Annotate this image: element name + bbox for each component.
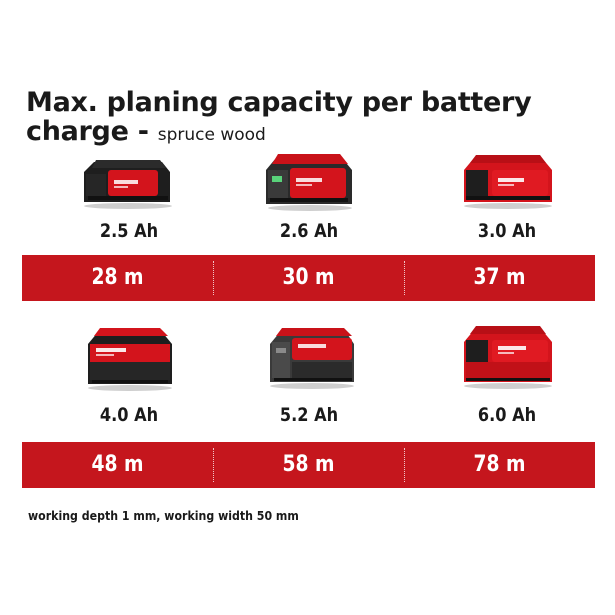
band-divider xyxy=(404,448,405,482)
battery-3-0ah-icon xyxy=(464,155,552,209)
page-title: Max. planing capacity per battery charge… xyxy=(26,88,596,150)
band-divider xyxy=(213,261,214,295)
planing-value: 37 m xyxy=(473,265,526,290)
capacity-label: 5.2 Ah xyxy=(279,404,339,426)
capacity-band-2: 48 m 58 m 78 m xyxy=(22,442,595,488)
capacity-label: 6.0 Ah xyxy=(477,404,537,426)
planing-value: 78 m xyxy=(473,452,526,477)
title-main: Max. planing capacity per battery charge… xyxy=(26,87,532,147)
capacity-label: 2.5 Ah xyxy=(99,220,159,242)
capacity-label: 4.0 Ah xyxy=(99,404,159,426)
battery-5-2ah-icon xyxy=(270,328,354,389)
planing-value: 58 m xyxy=(282,452,335,477)
band-divider xyxy=(213,448,214,482)
capacity-label: 3.0 Ah xyxy=(477,220,537,242)
battery-2-6ah-icon xyxy=(266,154,352,211)
battery-row-2 xyxy=(0,322,615,392)
battery-2-5ah-icon xyxy=(84,160,172,209)
capacity-row-1: 2.5 Ah 2.6 Ah 3.0 Ah xyxy=(0,220,615,244)
planing-value: 30 m xyxy=(282,265,335,290)
footnote: working depth 1 mm, working width 50 mm xyxy=(28,508,299,523)
planing-value: 28 m xyxy=(91,265,144,290)
capacity-row-2: 4.0 Ah 5.2 Ah 6.0 Ah xyxy=(0,404,615,428)
band-divider xyxy=(404,261,405,295)
battery-6-0ah-icon xyxy=(464,326,552,389)
battery-row-1 xyxy=(0,150,615,220)
title-sub: spruce wood xyxy=(157,125,266,145)
capacity-band-1: 28 m 30 m 37 m xyxy=(22,255,595,301)
capacity-label: 2.6 Ah xyxy=(279,220,339,242)
battery-4-0ah-icon xyxy=(88,328,172,391)
planing-value: 48 m xyxy=(91,452,144,477)
